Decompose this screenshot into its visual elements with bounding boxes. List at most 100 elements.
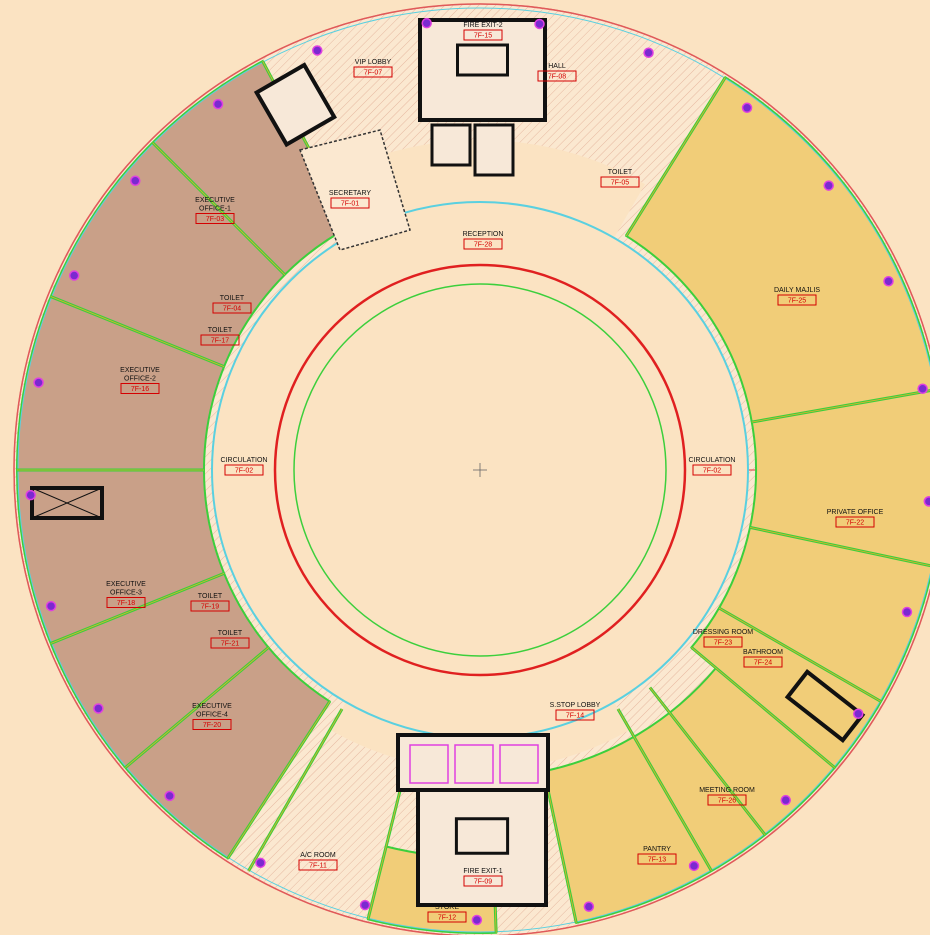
room-label: CIRCULATION 7F-02 (689, 457, 736, 476)
core (418, 18, 547, 122)
column (583, 901, 595, 912)
room-name: DAILY MAJLIS (774, 287, 820, 294)
core-wall (418, 18, 547, 122)
wall-inner (248, 708, 343, 872)
room-code-box (120, 383, 160, 394)
room-label: TOILET 7F-17 (200, 327, 240, 346)
room-label: RECEPTION 7F-28 (463, 231, 503, 250)
room-label: STORE 7F-12 (427, 904, 467, 923)
room-name: BATHROOM (743, 649, 783, 656)
core-shaft (456, 43, 509, 77)
room-code-box (600, 176, 640, 188)
room-name: S.STOP LOBBY (550, 702, 601, 709)
column (45, 600, 57, 612)
room-code: 7F-11 (309, 862, 327, 869)
room-name: EXECUTIVE (195, 197, 235, 204)
shaft-right (784, 669, 866, 743)
column (471, 914, 483, 926)
room-name: OFFICE-1 (199, 205, 231, 212)
room-code: 7F-07 (364, 69, 382, 76)
room-code-box (463, 875, 503, 887)
green-ring (293, 283, 667, 657)
column (68, 270, 80, 281)
room-label: TOILET 7F-04 (212, 295, 252, 314)
room-name: TOILET (218, 630, 243, 637)
wall-inner (749, 526, 930, 567)
room-name: TOILET (198, 593, 223, 600)
room-label: HALL 7F-08 (537, 63, 577, 82)
room-code: 7F-15 (474, 32, 492, 39)
room-code: 7F-26 (718, 797, 736, 804)
room-label: A/C ROOM 7F-11 (298, 852, 338, 871)
room-name: OFFICE-2 (124, 375, 156, 382)
column (93, 703, 104, 714)
column (917, 383, 928, 395)
room-name: PRIVATE OFFICE (827, 509, 884, 516)
room-name: CIRCULATION (689, 457, 736, 464)
room-code: 7F-04 (223, 305, 241, 312)
room-code-box (353, 66, 393, 78)
column (25, 489, 36, 501)
room-code: 7F-17 (211, 337, 229, 344)
wall-inner (751, 390, 930, 423)
wall-inner (50, 296, 225, 367)
executive-wing (16, 59, 352, 860)
room-code-box (106, 597, 146, 608)
room-label: PANTRY 7F-13 (637, 846, 677, 865)
room-code-box (210, 637, 250, 649)
column (923, 496, 930, 507)
room-code-box (692, 464, 732, 476)
room-code: 7F-23 (714, 639, 732, 646)
wall-inner (718, 607, 882, 702)
room-label: FIRE EXIT-1 7F-09 (463, 868, 503, 887)
room-label: TOILET 7F-19 (190, 593, 230, 612)
outer-edge (13, 3, 930, 935)
room-name: A/C ROOM (300, 852, 336, 859)
room-code-box (330, 197, 370, 209)
column (643, 47, 654, 59)
column (741, 102, 753, 114)
wall-inner (625, 77, 726, 237)
wall-inner (152, 142, 286, 276)
room-label: DRESSING ROOM 7F-23 (693, 629, 753, 648)
room-code: 7F-01 (341, 200, 359, 207)
room-name: EXECUTIVE (106, 581, 146, 588)
room-label: SECRETARY 7F-01 (329, 190, 371, 209)
column (130, 175, 141, 186)
majlis-wing (624, 75, 930, 770)
room-code-box (537, 70, 577, 82)
room-code: 7F-18 (117, 600, 135, 607)
shaft-x (31, 487, 103, 519)
room-code: 7F-12 (438, 914, 456, 921)
column (780, 794, 791, 806)
room-code-box (298, 859, 338, 871)
column (33, 377, 44, 388)
room-code: 7F-25 (788, 297, 806, 304)
room-code-box (703, 636, 743, 648)
shaft (473, 123, 515, 177)
room-code: 7F-20 (203, 722, 221, 729)
column (853, 708, 864, 720)
room-code: 7F-19 (201, 603, 219, 610)
room-name: EXECUTIVE (120, 367, 160, 374)
room-label: FIRE EXIT-2 7F-15 (463, 22, 503, 41)
wall-inner (50, 573, 225, 644)
wall-inner (617, 708, 712, 872)
room-code-box (555, 709, 595, 721)
room-code-box (195, 213, 235, 224)
room-code: 7F-02 (703, 467, 721, 474)
wall-inner (649, 687, 766, 836)
room-name: PANTRY (643, 846, 671, 853)
room-code: 7F-09 (474, 878, 492, 885)
room-code: 7F-24 (754, 659, 772, 666)
core-wall (416, 788, 548, 907)
room-code: 7F-22 (846, 519, 864, 526)
room-label: BATHROOM 7F-24 (743, 649, 783, 668)
column (359, 899, 371, 911)
room-label: DAILY MAJLIS 7F-25 (774, 287, 820, 306)
column (823, 180, 834, 191)
